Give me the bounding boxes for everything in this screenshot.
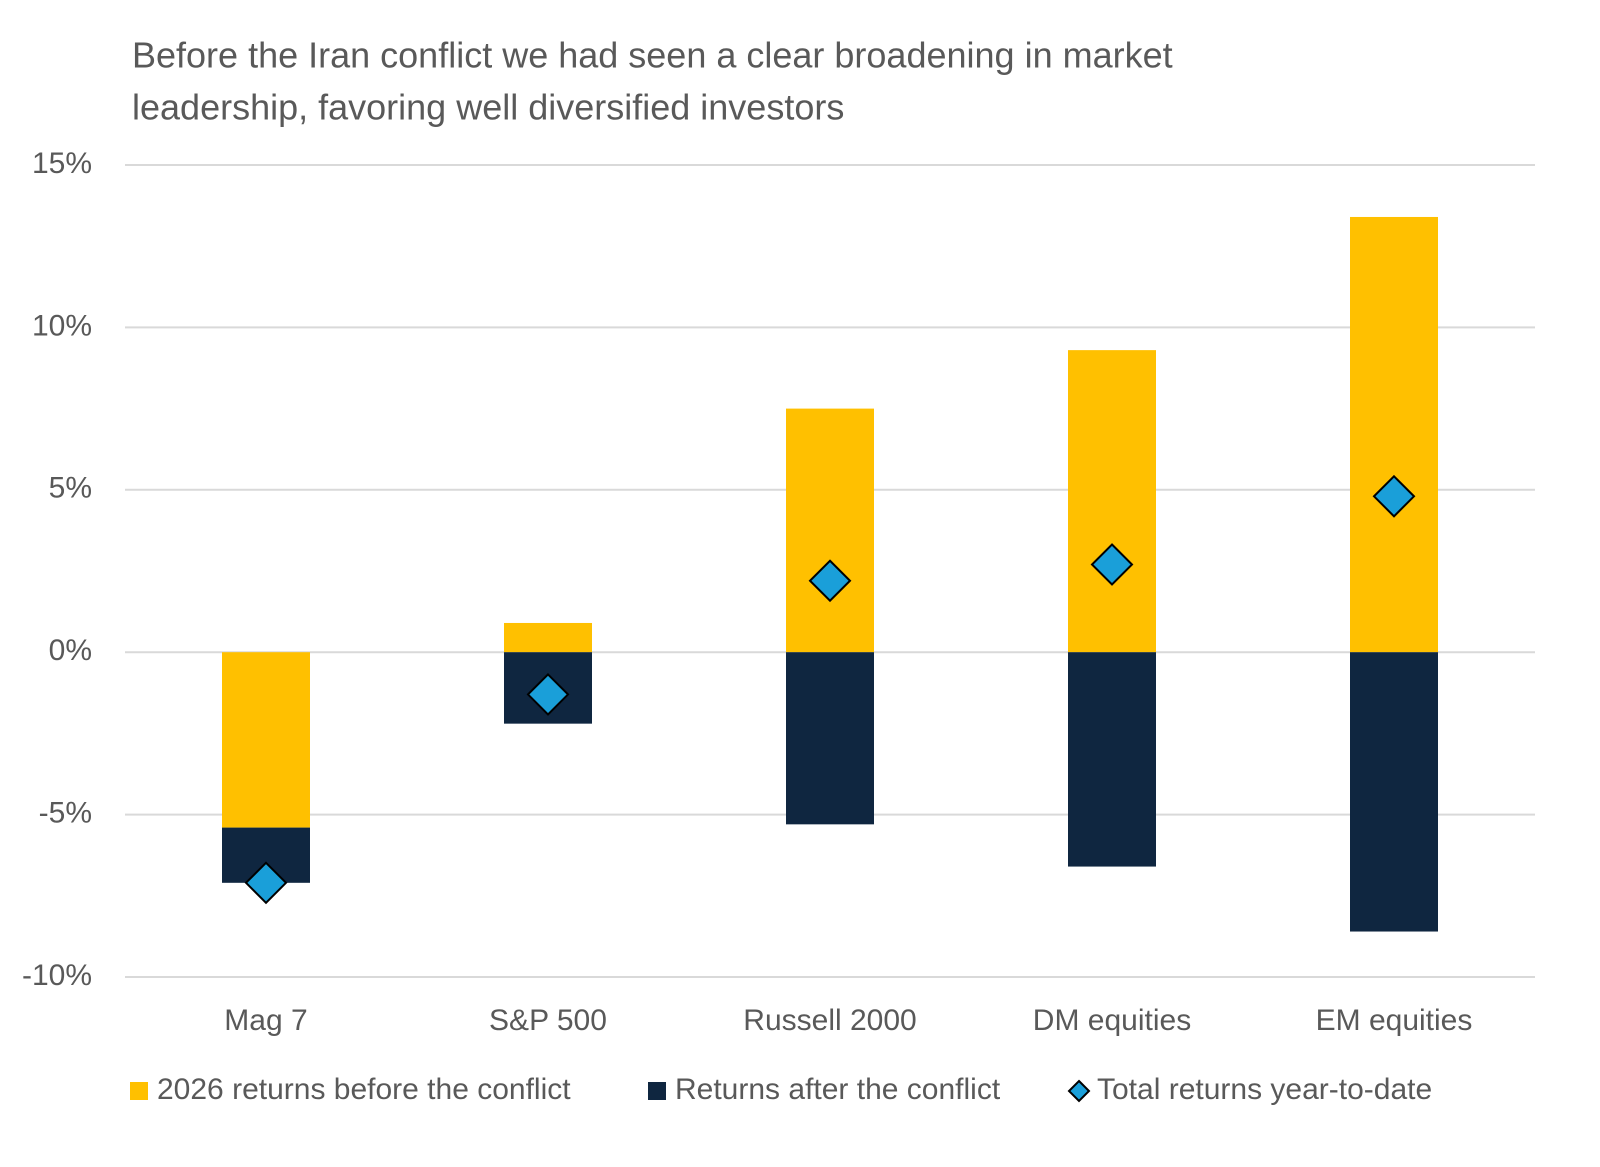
y-tick-label: 10% [32,309,92,342]
chart-title: leadership, favoring well diversified in… [132,87,844,128]
legend-marker [130,1082,148,1100]
total-marker [808,559,852,603]
bar-segment [1350,216,1438,653]
total-marker [1090,543,1134,586]
y-tick-label: 5% [49,472,92,505]
bar-segment [1068,652,1156,867]
y-tick-label: -5% [39,797,92,830]
bar-segment [1350,652,1438,932]
y-tick-label: 15% [32,147,92,180]
total-marker [526,673,570,716]
legend-marker [648,1082,666,1100]
legend-label: 2026 returns before the conflict [157,1073,571,1106]
legend-label: Total returns year-to-date [1097,1073,1432,1106]
bar-segment [504,622,592,653]
bar-segment [786,652,874,825]
x-tick-label: DM equities [1033,1004,1191,1037]
bar-segment [786,408,874,653]
x-tick-label: Mag 7 [224,1004,307,1037]
x-tick-label: Russell 2000 [743,1004,916,1037]
chart-title: Before the Iran conflict we had seen a c… [132,35,1173,76]
total-marker [1372,474,1416,518]
bar-segment [1068,350,1156,653]
bar-segment [222,652,310,828]
y-tick-label: -10% [22,959,92,992]
total-marker [244,861,288,905]
x-tick-label: EM equities [1316,1004,1473,1037]
y-tick-label: 0% [49,634,92,667]
legend-marker [1067,1079,1091,1103]
legend-label: Returns after the conflict [675,1073,1001,1106]
x-tick-label: S&P 500 [489,1004,607,1037]
